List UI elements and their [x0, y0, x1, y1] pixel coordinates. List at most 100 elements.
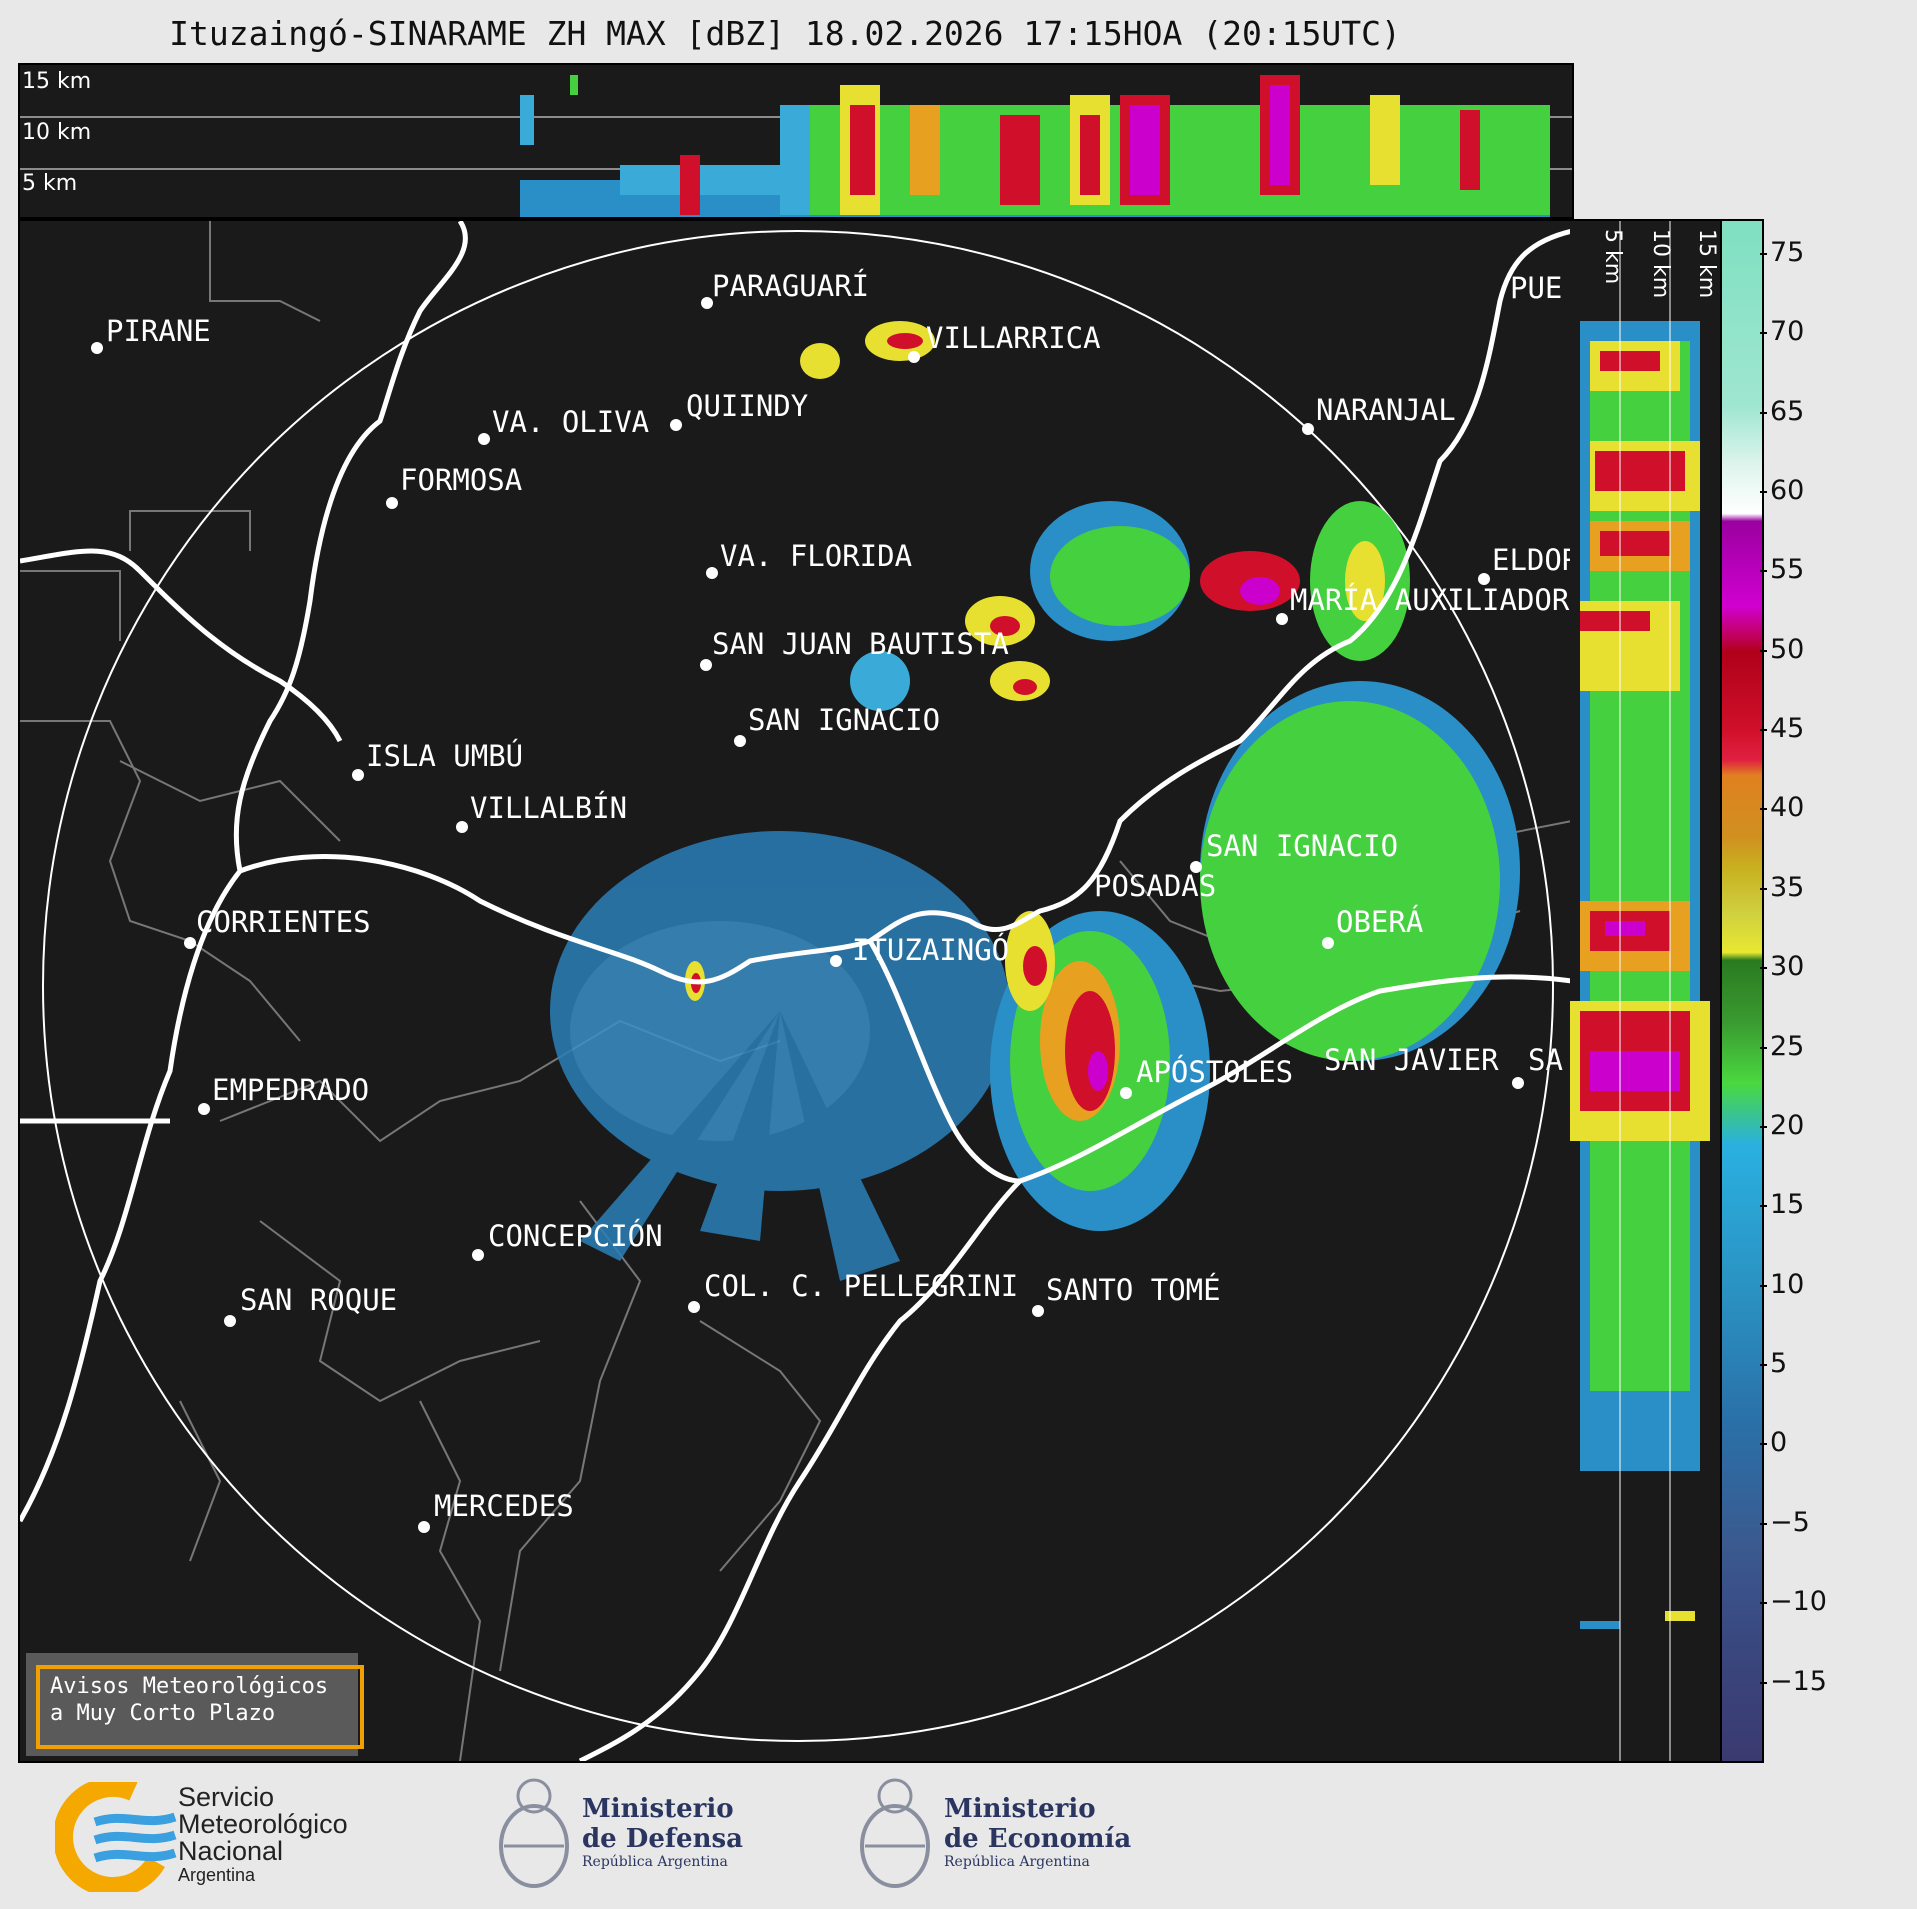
city-dot — [472, 1249, 484, 1261]
city-dot — [1276, 613, 1288, 625]
city-dot — [352, 769, 364, 781]
colorbar-tick-mark — [1760, 808, 1767, 811]
city-label-posadas: POSADAS — [1094, 869, 1217, 903]
city-dot — [91, 342, 103, 354]
city-label-sa: SA — [1528, 1043, 1563, 1077]
warning-box-frame[interactable]: Avisos Meteorológicos a Muy Corto Plazo — [36, 1665, 364, 1749]
economia-logo-text: Ministerio de Economía República Argenti… — [944, 1794, 1131, 1870]
defensa-logo-text: Ministerio de Defensa República Argentin… — [582, 1794, 743, 1870]
city-label-obera: OBERÁ — [1336, 905, 1424, 939]
smn-line-4: Argentina — [178, 1865, 256, 1885]
colorbar-tick-label: −5 — [1770, 1506, 1810, 1538]
radar-map[interactable]: PARAGUARÍ VILLARRICA PIRANE QUIINDY VA. … — [18, 219, 1574, 1763]
colorbar-tick-mark — [1760, 649, 1767, 652]
footer-logos: Servicio Meteorológico Nacional Argentin… — [0, 1762, 1917, 1909]
colorbar-tick-mark — [1760, 332, 1767, 335]
colorbar-tick-mark — [1760, 1046, 1767, 1049]
colorbar-tick-mark — [1760, 1681, 1767, 1684]
warning-box[interactable]: Avisos Meteorológicos a Muy Corto Plazo — [26, 1653, 364, 1756]
smn-line-2: Meteorológico — [178, 1809, 348, 1839]
colorbar-tick-label: 45 — [1770, 713, 1805, 745]
colorbar-tick-label: −10 — [1770, 1586, 1827, 1618]
colorbar-tick-label: 35 — [1770, 871, 1805, 903]
side-cross-section: 5 km 10 km 15 km — [1570, 219, 1722, 1763]
city-label-maria-auxiliador: MARÍA AUXILIADOR — [1290, 583, 1570, 617]
colorbar-tick-mark — [1760, 252, 1767, 255]
defensa-line-1: Ministerio — [582, 1794, 734, 1824]
warning-line-2: a Muy Corto Plazo — [50, 1701, 276, 1726]
side-height-label-5: 5 km — [1600, 229, 1625, 285]
colorbar-tick-label: 10 — [1770, 1268, 1805, 1300]
city-label-san-javier: SAN JAVIER — [1324, 1043, 1499, 1077]
city-dot — [1190, 861, 1202, 873]
city-label-san-ignacio-py: SAN IGNACIO — [748, 703, 941, 737]
city-label-formosa: FORMOSA — [400, 463, 523, 497]
colorbar — [1720, 219, 1764, 1763]
colorbar-tick-label: 40 — [1770, 792, 1805, 824]
warning-line-1: Avisos Meteorológicos — [50, 1674, 329, 1699]
colorbar-tick-mark — [1760, 1284, 1767, 1287]
city-label-va-oliva: VA. OLIVA — [492, 405, 650, 439]
colorbar-tick-mark — [1760, 1602, 1767, 1605]
city-dot — [224, 1315, 236, 1327]
city-dot — [1032, 1305, 1044, 1317]
city-label-isla-umbu: ISLA UMBÚ — [366, 739, 524, 773]
colorbar-tick-mark — [1760, 490, 1767, 493]
colorbar-tick-label: 55 — [1770, 554, 1805, 586]
colorbar-tick-mark — [1760, 729, 1767, 732]
coat-of-arms-economia-icon — [860, 1778, 930, 1888]
colorbar-tick-label: 65 — [1770, 395, 1805, 427]
city-dot — [1478, 573, 1490, 585]
city-dot — [478, 433, 490, 445]
side-height-label-15: 15 km — [1694, 229, 1719, 299]
city-label-pue: PUE — [1510, 271, 1563, 305]
city-dot — [670, 419, 682, 431]
city-dot — [184, 937, 196, 949]
city-dot — [1322, 937, 1334, 949]
colorbar-tick-label: 50 — [1770, 633, 1805, 665]
city-dot — [456, 821, 468, 833]
city-label-corrientes: CORRIENTES — [196, 905, 371, 939]
top-cross-section-plot — [20, 75, 1572, 217]
colorbar-tick-mark — [1760, 411, 1767, 414]
colorbar-tick-mark — [1760, 1125, 1767, 1128]
precipitation-echoes — [685, 321, 1520, 1231]
city-label-ituzaingo: ITUZAINGÓ — [852, 933, 1010, 967]
radar-clutter — [550, 831, 1010, 1281]
colorbar-tick-mark — [1760, 1205, 1767, 1208]
colorbar-tick-label: 0 — [1770, 1427, 1788, 1459]
colorbar-tick-mark — [1760, 1522, 1767, 1525]
smn-line-1: Servicio — [178, 1782, 275, 1812]
colorbar-tick-label: 75 — [1770, 236, 1805, 268]
economia-line-1: Ministerio — [944, 1794, 1096, 1824]
city-label-paraguari: PARAGUARÍ — [712, 269, 870, 303]
city-dot — [908, 351, 920, 363]
colorbar-tick-label: 60 — [1770, 474, 1805, 506]
radar-site-dot — [830, 955, 842, 967]
colorbar-tick-mark — [1760, 1443, 1767, 1446]
top-cross-section: 15 km 10 km 5 km — [18, 63, 1574, 219]
city-label-san-ignacio-ar: SAN IGNACIO — [1206, 829, 1399, 863]
smn-logo-text: Servicio Meteorológico Nacional Argentin… — [178, 1782, 348, 1886]
colorbar-tick-label: −15 — [1770, 1665, 1827, 1697]
colorbar-tick-label: 70 — [1770, 316, 1805, 348]
colorbar-tick-mark — [1760, 887, 1767, 890]
city-dot — [701, 297, 713, 309]
city-dot — [700, 659, 712, 671]
colorbar-tick-mark — [1760, 570, 1767, 573]
city-dot — [1302, 423, 1314, 435]
city-dot — [688, 1301, 700, 1313]
coat-of-arms-defensa-icon — [499, 1778, 569, 1888]
colorbar-tick-label: 20 — [1770, 1109, 1805, 1141]
side-cross-section-plot — [1570, 221, 1710, 1761]
city-label-eldor: ELDOR — [1492, 543, 1574, 577]
smn-line-3: Nacional — [178, 1836, 284, 1866]
country-borders — [20, 221, 1572, 1761]
city-dot — [386, 497, 398, 509]
city-label-va-florida: VA. FLORIDA — [720, 539, 913, 573]
city-label-concepcion: CONCEPCIÓN — [488, 1219, 663, 1253]
city-label-pirane: PIRANE — [106, 314, 211, 348]
city-dot — [734, 735, 746, 747]
economia-line-2: de Economía — [944, 1824, 1132, 1854]
city-dot — [1512, 1077, 1524, 1089]
